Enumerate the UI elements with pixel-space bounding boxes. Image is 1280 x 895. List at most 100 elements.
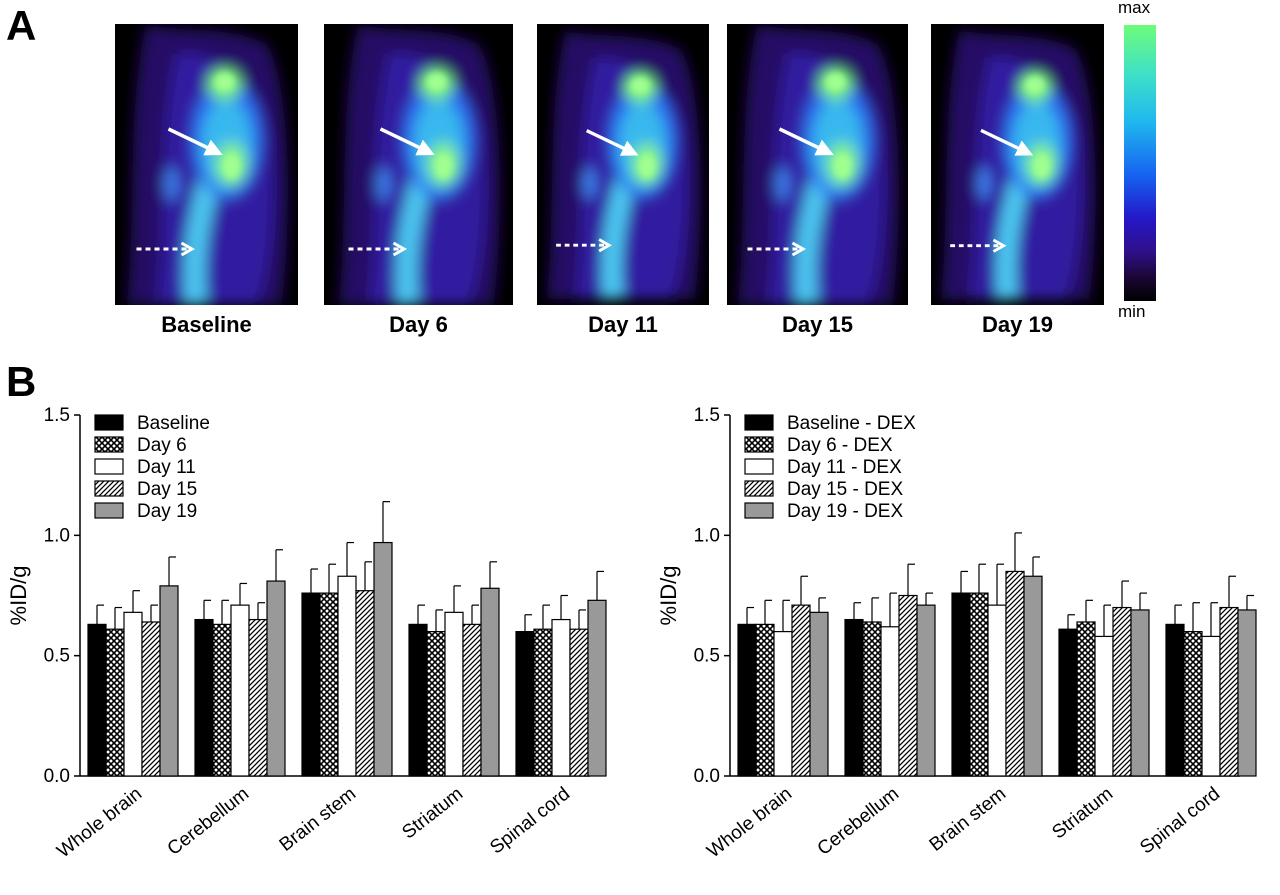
bar-diagonal-1 bbox=[248, 618, 268, 777]
pet-image-day-11 bbox=[537, 24, 709, 305]
pet-image-day-6 bbox=[324, 24, 513, 305]
bar-diagonal-4 bbox=[569, 628, 589, 777]
bar-solid-black-1 bbox=[194, 618, 214, 777]
bar-solid-black-0 bbox=[87, 623, 107, 777]
legend-swatch bbox=[744, 458, 774, 475]
x-tick-label: Whole brain bbox=[53, 783, 146, 862]
bar-crosshatch-3 bbox=[1076, 621, 1096, 777]
bar-diagonal-1 bbox=[898, 594, 918, 777]
y-axis-label: %ID/g bbox=[6, 566, 31, 626]
bar-solid-gray-2 bbox=[373, 541, 393, 777]
legend-label: Baseline bbox=[137, 413, 210, 434]
bar-solid-black-2 bbox=[951, 592, 971, 777]
pet-label-day-15: Day 15 bbox=[782, 312, 853, 337]
colorbar-max-label: max bbox=[1118, 0, 1151, 17]
legend-label: Day 15 - DEX bbox=[787, 479, 903, 500]
legend-swatch bbox=[94, 414, 124, 431]
bar-diagonal-3 bbox=[1112, 606, 1132, 777]
bar-solid-black-3 bbox=[1058, 628, 1078, 777]
bar-white-3 bbox=[1094, 635, 1114, 777]
x-tick-label: Spinal cord bbox=[1136, 783, 1224, 858]
bar-white-2 bbox=[987, 604, 1007, 777]
pet-label-day-6: Day 6 bbox=[389, 312, 448, 337]
bar-white-2 bbox=[337, 575, 357, 777]
bar-solid-black-1 bbox=[844, 618, 864, 777]
y-tick-label: 0.0 bbox=[694, 766, 720, 787]
pet-image-baseline bbox=[115, 24, 298, 305]
panel-letter-a: A bbox=[6, 2, 37, 49]
bar-solid-black-0 bbox=[737, 623, 757, 777]
bar-solid-gray-1 bbox=[266, 580, 286, 777]
y-tick-label: 1.5 bbox=[44, 405, 70, 426]
bar-crosshatch-0 bbox=[755, 623, 775, 777]
legend-swatch bbox=[744, 436, 774, 453]
bar-chart-left: 0.0 0.5 1.0 1.5 %ID/g Whole brain Cerebellum Br… bbox=[0, 395, 630, 895]
bar-white-4 bbox=[1201, 635, 1221, 777]
y-tick-label: 0.5 bbox=[44, 646, 70, 667]
bar-solid-black-4 bbox=[1165, 623, 1185, 777]
bar-crosshatch-2 bbox=[319, 592, 339, 777]
y-tick-label: 1.0 bbox=[694, 525, 720, 546]
bar-solid-black-2 bbox=[301, 592, 321, 777]
legend-label: Day 19 bbox=[137, 501, 197, 522]
bar-crosshatch-4 bbox=[1183, 631, 1203, 777]
bar-diagonal-2 bbox=[1005, 570, 1025, 777]
y-axis-label: %ID/g bbox=[656, 566, 681, 626]
bar-solid-gray-3 bbox=[480, 587, 500, 777]
bar-diagonal-4 bbox=[1219, 606, 1239, 777]
bar-solid-gray-0 bbox=[159, 585, 179, 777]
bar-crosshatch-2 bbox=[969, 592, 989, 777]
x-tick-label: Spinal cord bbox=[486, 783, 574, 858]
bar-crosshatch-0 bbox=[105, 628, 125, 777]
bar-white-4 bbox=[551, 618, 571, 777]
bar-crosshatch-4 bbox=[533, 628, 553, 777]
legend-label: Day 6 - DEX bbox=[787, 435, 893, 456]
bar-diagonal-3 bbox=[462, 623, 482, 777]
legend-label: Day 11 bbox=[137, 457, 196, 478]
x-tick-label: Striatum bbox=[398, 783, 467, 843]
y-tick-label: 1.5 bbox=[694, 405, 720, 426]
bar-solid-gray-4 bbox=[587, 599, 607, 777]
y-tick-label: 1.0 bbox=[44, 525, 70, 546]
x-tick-label: Cerebellum bbox=[164, 783, 253, 859]
bar-diagonal-2 bbox=[355, 590, 375, 777]
y-tick-label: 0.5 bbox=[694, 646, 720, 667]
panel-letter-b: B bbox=[6, 358, 37, 405]
x-tick-label: Brain stem bbox=[276, 783, 360, 855]
pet-label-baseline: Baseline bbox=[161, 312, 252, 337]
bar-solid-gray-1 bbox=[916, 604, 936, 777]
pet-label-day-19: Day 19 bbox=[982, 312, 1053, 337]
bar-crosshatch-1 bbox=[862, 621, 882, 777]
bar-solid-gray-0 bbox=[809, 611, 829, 777]
x-tick-label: Whole brain bbox=[703, 783, 796, 862]
bar-diagonal-0 bbox=[141, 621, 161, 777]
legend-swatch bbox=[744, 480, 774, 497]
bar-white-3 bbox=[444, 611, 464, 777]
x-tick-label: Cerebellum bbox=[814, 783, 903, 859]
legend-label: Day 6 bbox=[137, 435, 187, 456]
bar-solid-gray-3 bbox=[1130, 609, 1150, 777]
bar-solid-black-4 bbox=[515, 631, 535, 777]
bar-chart-right: 0.0 0.5 1.0 1.5 %ID/g Whole brain Cerebellum Br… bbox=[650, 395, 1280, 895]
legend-swatch bbox=[94, 458, 124, 475]
bar-white-0 bbox=[123, 611, 143, 777]
bar-white-1 bbox=[880, 626, 900, 777]
bar-white-0 bbox=[773, 631, 793, 777]
pet-image-day-19 bbox=[931, 24, 1104, 305]
legend-label: Day 19 - DEX bbox=[787, 501, 903, 522]
x-tick-label: Brain stem bbox=[926, 783, 1010, 855]
legend-swatch bbox=[94, 480, 124, 497]
pet-image-day-15 bbox=[727, 24, 908, 305]
legend-swatch bbox=[744, 414, 774, 431]
legend-label: Day 11 - DEX bbox=[787, 457, 902, 478]
bar-crosshatch-3 bbox=[426, 631, 446, 777]
colorbar-min-label: min bbox=[1118, 302, 1146, 321]
pet-label-day-11: Day 11 bbox=[588, 312, 658, 337]
legend-swatch bbox=[94, 502, 124, 519]
legend-label: Day 15 bbox=[137, 479, 197, 500]
legend-label: Baseline - DEX bbox=[787, 413, 916, 434]
x-tick-label: Striatum bbox=[1048, 783, 1117, 843]
y-tick-label: 0.0 bbox=[44, 766, 70, 787]
colorbar bbox=[1124, 25, 1156, 301]
bar-solid-gray-4 bbox=[1237, 609, 1257, 777]
